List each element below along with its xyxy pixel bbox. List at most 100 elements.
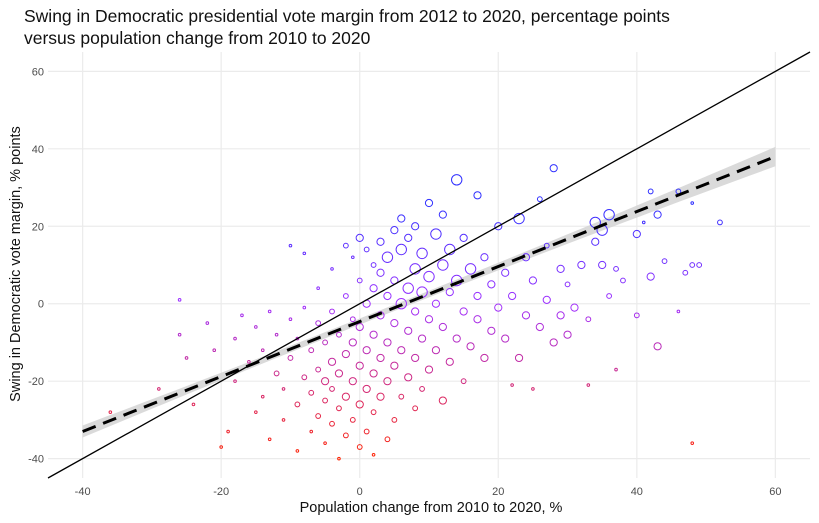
data-point	[563, 330, 572, 339]
data-point	[424, 198, 434, 208]
data-point	[363, 428, 370, 435]
data-point	[308, 347, 315, 354]
data-point	[480, 353, 489, 363]
data-point	[528, 276, 538, 285]
data-point	[369, 284, 378, 293]
reference-line-y-equals-x	[47, 51, 811, 479]
data-point	[444, 243, 456, 256]
data-point	[212, 348, 217, 353]
data-point	[233, 336, 237, 341]
data-point	[287, 355, 294, 361]
data-point	[690, 441, 695, 445]
data-point	[274, 332, 279, 337]
data-point	[437, 259, 449, 271]
data-point	[260, 348, 265, 353]
data-point	[542, 295, 551, 304]
data-point	[108, 410, 113, 414]
data-point	[341, 349, 350, 359]
data-point	[330, 267, 334, 271]
data-point	[356, 277, 363, 284]
data-point	[452, 334, 461, 343]
data-point	[362, 384, 371, 394]
data-point	[570, 303, 579, 312]
grid-lines	[48, 52, 810, 478]
regression-line	[82, 155, 776, 433]
data-point	[308, 389, 315, 396]
x-tick-label: 0	[357, 486, 363, 498]
x-tick-label: -40	[75, 486, 91, 498]
data-point	[614, 367, 618, 372]
data-point	[508, 291, 517, 301]
data-point	[459, 307, 468, 316]
data-point	[487, 280, 496, 289]
y-tick-label: -40	[28, 454, 44, 466]
data-point	[494, 222, 503, 231]
data-point	[355, 400, 364, 409]
data-point	[391, 417, 398, 423]
data-point	[653, 210, 662, 219]
data-point	[233, 379, 237, 383]
data-point	[632, 229, 641, 239]
data-point	[329, 386, 335, 392]
data-point	[390, 318, 399, 328]
data-point	[646, 272, 655, 281]
y-tick-label: 60	[32, 66, 44, 78]
data-point	[355, 233, 364, 242]
data-point	[564, 281, 571, 288]
data-point	[369, 330, 378, 339]
data-point	[205, 321, 210, 325]
data-point	[543, 242, 550, 249]
data-point	[466, 342, 475, 351]
data-point	[514, 353, 524, 363]
data-point	[487, 326, 496, 335]
data-point	[390, 226, 399, 235]
data-point	[647, 188, 654, 195]
data-point	[404, 326, 413, 335]
data-point	[320, 377, 330, 386]
data-point	[240, 313, 244, 318]
data-point	[445, 288, 454, 297]
data-point	[383, 338, 392, 347]
data-point	[327, 357, 337, 366]
data-point	[417, 334, 427, 343]
data-point	[411, 222, 420, 231]
x-tick-label: 40	[631, 486, 643, 498]
data-point	[473, 315, 482, 324]
data-point	[653, 342, 662, 351]
data-point	[549, 164, 558, 173]
data-point	[501, 334, 510, 343]
data-point	[641, 220, 646, 225]
data-point	[376, 392, 385, 401]
data-point	[398, 393, 405, 400]
data-point	[460, 378, 467, 385]
data-point	[349, 316, 356, 323]
data-point	[430, 228, 442, 240]
data-point	[531, 387, 535, 391]
regression-confidence-band	[82, 146, 776, 438]
data-point	[309, 429, 314, 434]
data-point	[464, 263, 477, 275]
data-point	[342, 242, 349, 249]
data-point	[376, 268, 385, 277]
data-point	[254, 410, 258, 414]
data-point	[438, 210, 447, 219]
data-point	[336, 405, 342, 412]
data-point	[549, 338, 558, 347]
data-point	[598, 260, 607, 270]
data-point	[226, 429, 230, 434]
y-axis-label: Swing in Democratic vote margin, % point…	[8, 126, 24, 402]
data-point	[397, 346, 406, 355]
data-point	[315, 320, 322, 326]
data-point	[370, 262, 377, 268]
data-point	[690, 201, 695, 205]
data-point	[451, 174, 463, 186]
data-point	[381, 251, 394, 263]
data-point	[431, 299, 441, 308]
x-axis-label: Population change from 2010 to 2020, %	[300, 500, 563, 516]
data-point	[424, 315, 434, 324]
data-point	[661, 258, 668, 265]
data-point	[336, 331, 342, 338]
data-point	[416, 247, 428, 260]
data-point	[620, 277, 626, 284]
